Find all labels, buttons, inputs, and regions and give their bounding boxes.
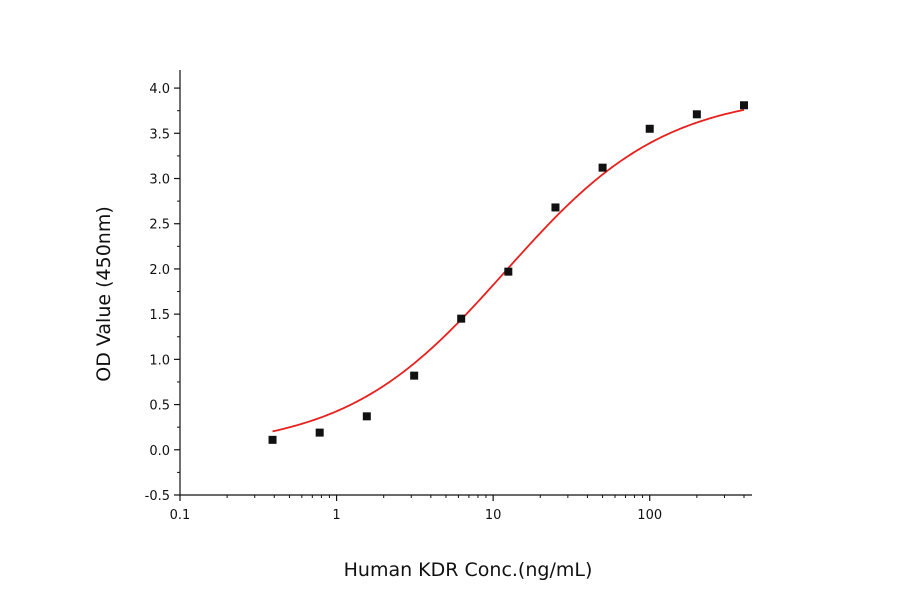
data-point	[315, 428, 324, 437]
x-axis-title: Human KDR Conc.(ng/mL)	[344, 559, 593, 581]
data-point	[504, 267, 513, 276]
y-tick-label: 2.5	[149, 218, 170, 233]
data-point	[598, 163, 607, 172]
y-tick-label: -0.5	[145, 489, 170, 504]
data-point	[268, 435, 277, 444]
y-tick-label: 4.0	[149, 82, 170, 97]
data-point	[457, 314, 466, 323]
y-tick-label: 3.0	[149, 173, 170, 188]
data-point	[362, 412, 371, 421]
y-tick-label: 3.5	[149, 127, 170, 142]
data-points	[268, 101, 748, 444]
data-point	[410, 371, 419, 380]
y-axis-title: OD Value (450nm)	[93, 206, 115, 381]
x-tick-label: 1	[332, 508, 340, 523]
x-tick-label: 10	[485, 508, 502, 523]
x-tick-label: 0.1	[170, 508, 191, 523]
axes: -0.5 0.0 0.5 1.0 1.5 2.0 2.5 3.0 3.5 4.0 0.1 1 10 100	[145, 70, 752, 523]
y-tick-label: 0.5	[149, 399, 170, 414]
data-point	[551, 203, 560, 212]
x-tick-label: 100	[637, 508, 662, 523]
data-point	[692, 110, 701, 119]
data-point	[645, 124, 654, 133]
y-tick-label: 1.5	[149, 308, 170, 323]
y-tick-label: 0.0	[149, 444, 170, 459]
data-point	[739, 101, 748, 110]
y-tick-label: 2.0	[149, 263, 170, 278]
y-tick-label: 1.0	[149, 353, 170, 368]
